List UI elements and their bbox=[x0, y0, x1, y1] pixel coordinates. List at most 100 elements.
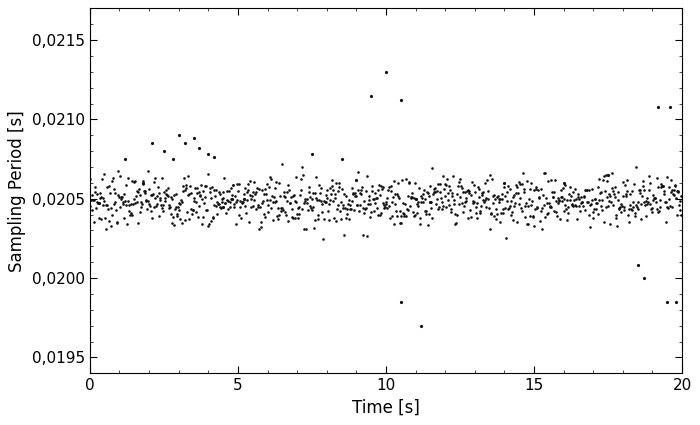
Point bbox=[139, 188, 150, 195]
Point bbox=[345, 201, 356, 208]
Point bbox=[533, 193, 545, 200]
Point bbox=[447, 190, 458, 196]
Point bbox=[643, 187, 655, 194]
Point bbox=[190, 198, 202, 205]
Point bbox=[222, 206, 233, 213]
Point bbox=[328, 187, 339, 193]
Point bbox=[138, 177, 149, 184]
Point bbox=[524, 212, 536, 219]
Point bbox=[368, 196, 379, 202]
Point bbox=[668, 192, 679, 198]
Point bbox=[471, 214, 482, 221]
Point bbox=[485, 211, 496, 218]
Point bbox=[341, 206, 352, 213]
Point bbox=[521, 178, 532, 184]
Point bbox=[261, 197, 272, 204]
Point bbox=[232, 196, 243, 203]
Point bbox=[628, 203, 639, 210]
Point bbox=[395, 213, 407, 220]
Point bbox=[159, 195, 170, 202]
Point bbox=[184, 190, 195, 197]
Point bbox=[131, 187, 142, 194]
Point bbox=[84, 175, 95, 182]
Point bbox=[125, 212, 136, 218]
Point bbox=[663, 184, 674, 190]
Point bbox=[370, 195, 382, 202]
Point bbox=[525, 202, 536, 209]
Point bbox=[209, 193, 220, 200]
Point bbox=[539, 213, 550, 220]
Point bbox=[415, 192, 426, 199]
Point bbox=[160, 187, 172, 193]
Point bbox=[226, 196, 237, 202]
Point bbox=[515, 204, 526, 211]
Point bbox=[322, 187, 333, 193]
Point bbox=[511, 218, 522, 225]
Point bbox=[641, 201, 652, 207]
Point bbox=[203, 151, 214, 158]
Point bbox=[530, 183, 541, 190]
Point bbox=[92, 200, 104, 207]
Point bbox=[88, 197, 99, 204]
Point bbox=[200, 206, 211, 213]
Point bbox=[167, 220, 178, 227]
Point bbox=[355, 187, 366, 193]
Point bbox=[574, 202, 585, 209]
Point bbox=[626, 188, 638, 195]
Point bbox=[612, 197, 624, 204]
Point bbox=[671, 188, 682, 195]
Point bbox=[440, 204, 452, 210]
Point bbox=[269, 185, 280, 192]
Point bbox=[520, 199, 531, 206]
Point bbox=[278, 193, 289, 199]
Point bbox=[596, 206, 608, 213]
Point bbox=[117, 198, 128, 205]
Point bbox=[161, 190, 172, 197]
Point bbox=[259, 214, 270, 221]
Point bbox=[276, 204, 287, 211]
Point bbox=[103, 183, 114, 190]
Point bbox=[199, 200, 210, 207]
Point bbox=[319, 199, 330, 206]
Point bbox=[558, 179, 569, 186]
Point bbox=[382, 195, 393, 201]
Point bbox=[494, 219, 505, 226]
Point bbox=[368, 196, 379, 202]
Point bbox=[98, 171, 109, 178]
Point bbox=[281, 197, 293, 204]
X-axis label: Time [s]: Time [s] bbox=[352, 399, 420, 416]
Point bbox=[343, 215, 354, 222]
Point bbox=[669, 182, 680, 189]
Point bbox=[629, 181, 640, 187]
Point bbox=[656, 184, 667, 190]
Point bbox=[625, 201, 636, 208]
Point bbox=[592, 184, 603, 191]
Point bbox=[625, 205, 636, 212]
Point bbox=[596, 188, 607, 195]
Point bbox=[176, 196, 187, 203]
Point bbox=[225, 203, 236, 210]
Point bbox=[188, 194, 199, 201]
Point bbox=[559, 207, 570, 214]
Point bbox=[608, 191, 620, 198]
Point bbox=[150, 175, 161, 181]
Point bbox=[256, 219, 267, 226]
Point bbox=[573, 196, 584, 203]
Point bbox=[643, 173, 655, 179]
Point bbox=[503, 205, 514, 212]
Point bbox=[315, 185, 326, 192]
Point bbox=[463, 190, 475, 196]
Point bbox=[608, 201, 619, 208]
Point bbox=[288, 192, 300, 198]
Point bbox=[517, 169, 528, 176]
Point bbox=[583, 211, 594, 218]
Point bbox=[252, 204, 263, 211]
Point bbox=[139, 188, 150, 195]
Point bbox=[658, 187, 669, 194]
Point bbox=[522, 203, 533, 210]
Point bbox=[433, 204, 444, 210]
Point bbox=[99, 197, 110, 204]
Point bbox=[519, 213, 531, 220]
Point bbox=[490, 205, 501, 212]
Point bbox=[151, 200, 162, 207]
